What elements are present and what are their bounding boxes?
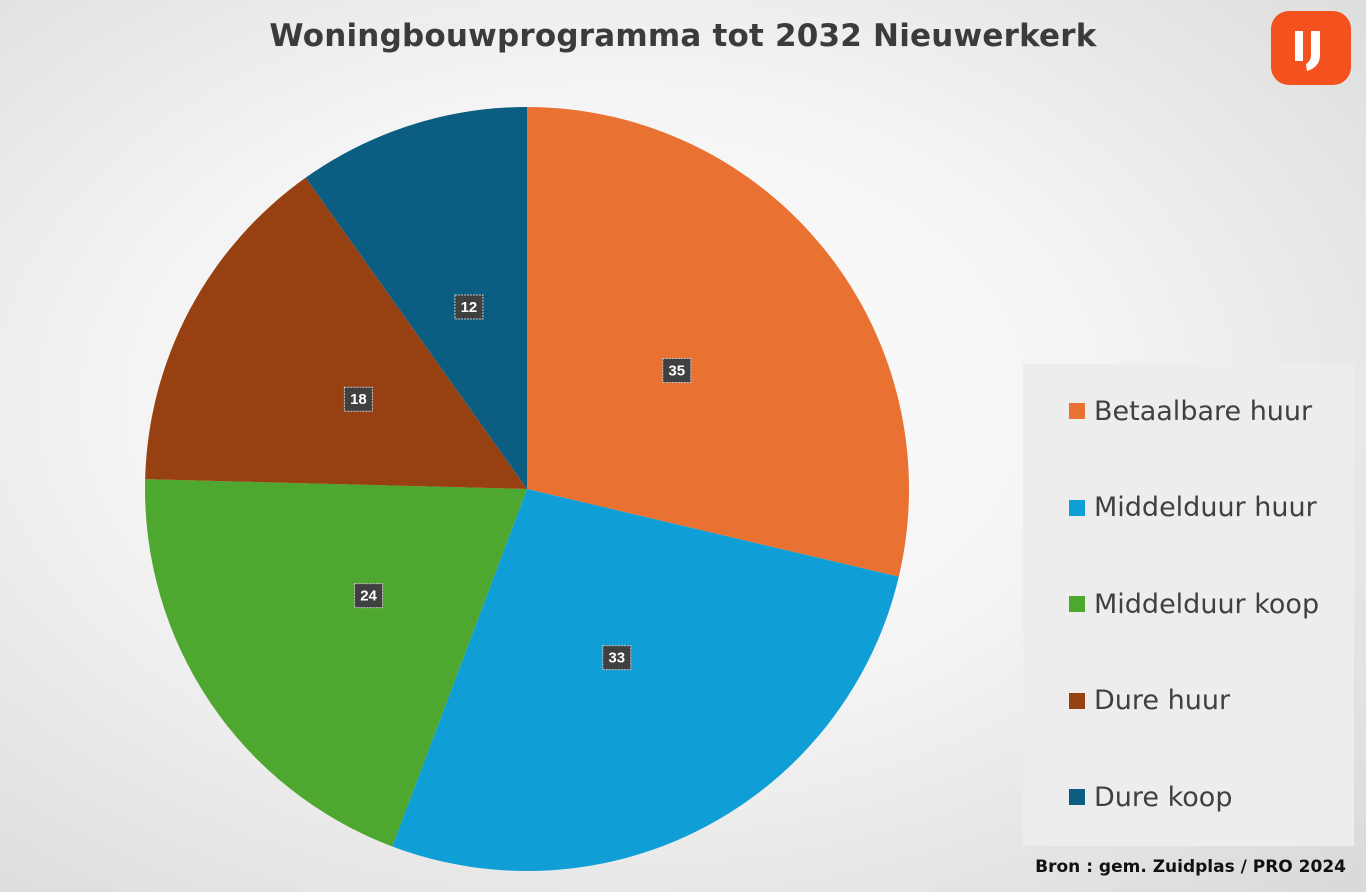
legend-swatch [1069,403,1085,419]
legend-label: Middelduur huur [1094,492,1317,523]
data-label: 18 [343,386,373,412]
data-label: 35 [662,357,692,383]
legend-item: Dure koop [1069,779,1232,815]
pie-slice-middelduur-koop [145,479,528,847]
data-label-text: 24 [360,588,377,605]
data-label-text: 18 [350,391,367,408]
pie-slice-dure-koop [305,107,527,489]
data-label-text: 12 [461,299,478,316]
data-label: 33 [602,645,632,671]
legend-item: Middelduur huur [1069,490,1317,526]
pie-slice-middelduur-huur [392,489,899,871]
data-label-text: 33 [608,650,625,667]
source-note: Bron : gem. Zuidplas / PRO 2024 [1035,857,1346,877]
legend-swatch [1069,692,1085,709]
chart-title: Woningbouwprogramma tot 2032 Nieuwerkerk [269,18,1097,54]
data-label: 12 [454,294,484,320]
legend-swatch [1069,789,1085,805]
data-label: 24 [354,583,384,609]
legend-item: Betaalbare huur [1069,393,1312,429]
legend-item: Middelduur koop [1069,586,1319,622]
pie-slice-dure-huur [145,177,527,489]
data-label-text: 35 [668,362,685,379]
legend-label: Betaalbare huur [1094,395,1313,427]
legend-swatch [1069,596,1085,612]
pie-slice-betaalbare-huur [527,107,909,577]
legend-label: Middelduur koop [1094,588,1320,620]
legend-label: Dure koop [1094,781,1233,813]
legend-label: Dure huur [1094,685,1231,716]
legend-item: Dure huur [1069,683,1230,719]
chart-legend: Betaalbare huur Middelduur huur Middelduur… [1023,364,1354,846]
brand-logo-icon [1271,11,1351,85]
legend-swatch [1069,499,1085,516]
